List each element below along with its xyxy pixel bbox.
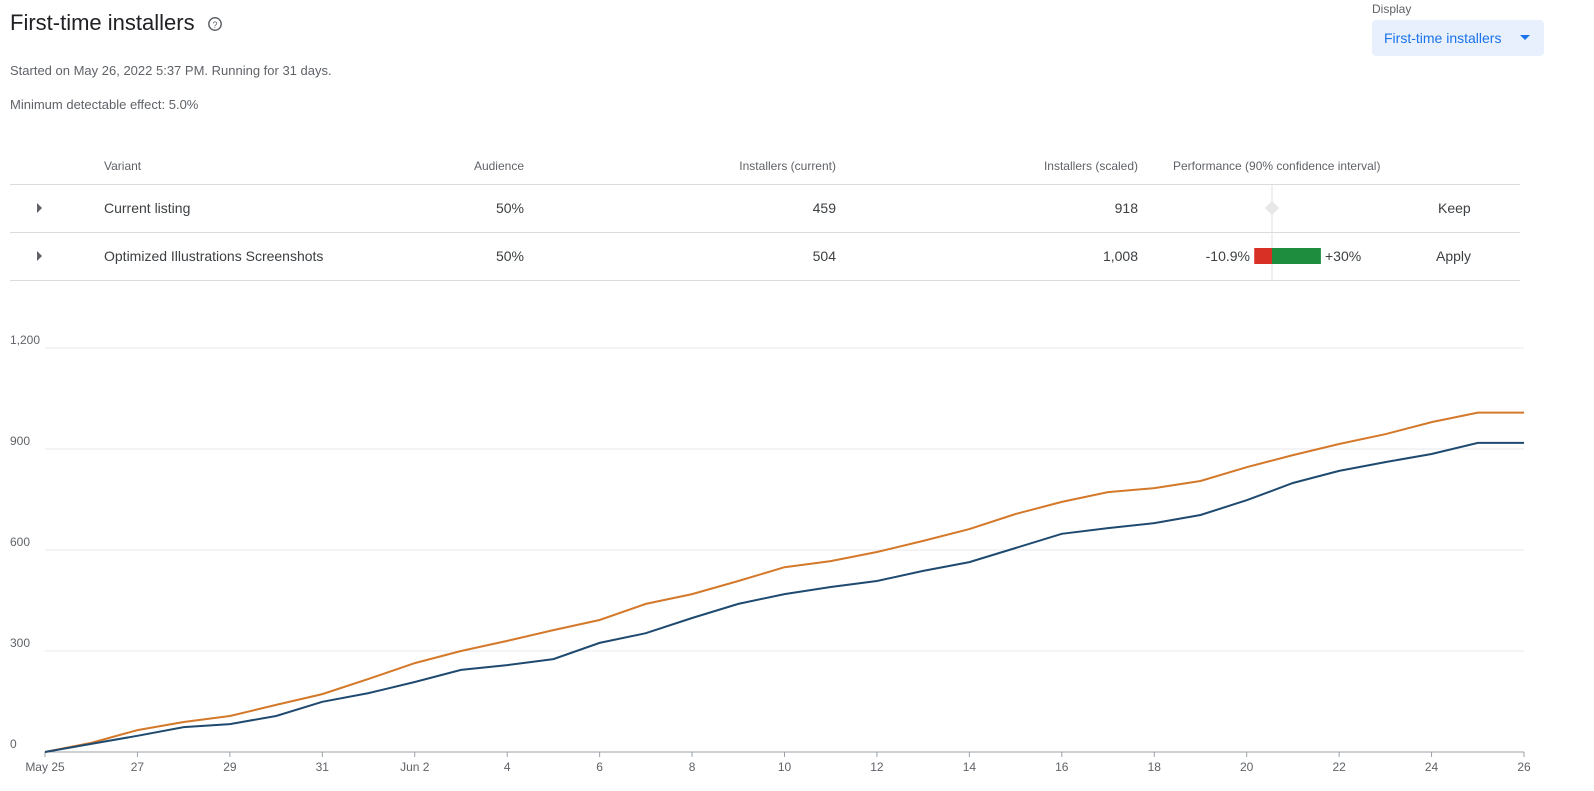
column-header: Installers (scaled) xyxy=(1043,159,1138,173)
series-line xyxy=(44,441,1524,753)
x-tick-label: 24 xyxy=(1425,760,1439,774)
x-tick-label: 22 xyxy=(1332,760,1346,774)
x-tick-label: 26 xyxy=(1517,760,1531,774)
y-tick-label: 0 xyxy=(10,737,17,751)
x-tick-label: 8 xyxy=(689,760,696,774)
x-tick-label: 18 xyxy=(1148,760,1162,774)
variant-name: Optimized Illustrations Screenshots xyxy=(104,248,324,264)
ci-positive-bar xyxy=(1272,248,1321,264)
x-tick-label: 6 xyxy=(596,760,603,774)
series-line xyxy=(44,411,1524,753)
audience: 50% xyxy=(495,200,524,216)
y-tick-label: 1,200 xyxy=(10,333,40,347)
audience: 50% xyxy=(495,248,524,264)
y-tick-label: 600 xyxy=(10,535,30,549)
installers-current: 459 xyxy=(812,200,836,216)
x-tick-label: May 25 xyxy=(25,760,65,774)
x-tick-label: 29 xyxy=(223,760,237,774)
variant-name: Current listing xyxy=(104,200,191,216)
expand-icon[interactable] xyxy=(37,251,42,261)
dropdown-text: First-time installers xyxy=(1384,30,1502,46)
x-tick-label: 16 xyxy=(1055,760,1069,774)
expand-icon[interactable] xyxy=(37,203,42,213)
ci-diamond xyxy=(1264,200,1280,216)
ci-negative-bar xyxy=(1254,248,1272,264)
x-tick-label: 14 xyxy=(963,760,977,774)
column-header: Installers (current) xyxy=(739,159,836,173)
installers-current: 504 xyxy=(812,248,836,264)
divider xyxy=(10,184,1520,185)
ci-high-label: +30% xyxy=(1325,248,1362,264)
display-label: Display xyxy=(1372,2,1412,16)
divider xyxy=(10,280,1520,281)
display-dropdown[interactable]: First-time installers xyxy=(1372,20,1544,56)
column-header: Audience xyxy=(473,159,524,173)
title-text: First-time installers xyxy=(10,10,195,35)
help-icon[interactable]: ? xyxy=(207,16,223,32)
column-header: Variant xyxy=(104,159,142,173)
installers-scaled: 1,008 xyxy=(1102,248,1138,264)
action-button[interactable]: Keep xyxy=(1438,200,1471,216)
started-text: Started on May 26, 2022 5:37 PM. Running… xyxy=(10,63,332,78)
x-tick-label: Jun 2 xyxy=(400,760,430,774)
column-header: Performance (90% confidence interval) xyxy=(1173,159,1381,173)
x-tick-label: 20 xyxy=(1240,760,1254,774)
page-title: First-time installers ? xyxy=(10,10,222,36)
x-tick-label: 27 xyxy=(131,760,145,774)
divider xyxy=(10,232,1520,233)
dropdown-arrow xyxy=(1520,35,1530,40)
svg-text:?: ? xyxy=(212,20,217,30)
ci-low-label: -10.9% xyxy=(1205,248,1250,264)
x-tick-label: 31 xyxy=(316,760,330,774)
mde-text: Minimum detectable effect: 5.0% xyxy=(10,97,199,112)
action-button[interactable]: Apply xyxy=(1436,248,1472,264)
y-tick-label: 300 xyxy=(10,636,30,650)
x-tick-label: 12 xyxy=(870,760,884,774)
y-tick-label: 900 xyxy=(10,434,30,448)
installers-scaled: 918 xyxy=(1114,200,1138,216)
x-tick-label: 4 xyxy=(504,760,511,774)
x-tick-label: 10 xyxy=(778,760,792,774)
